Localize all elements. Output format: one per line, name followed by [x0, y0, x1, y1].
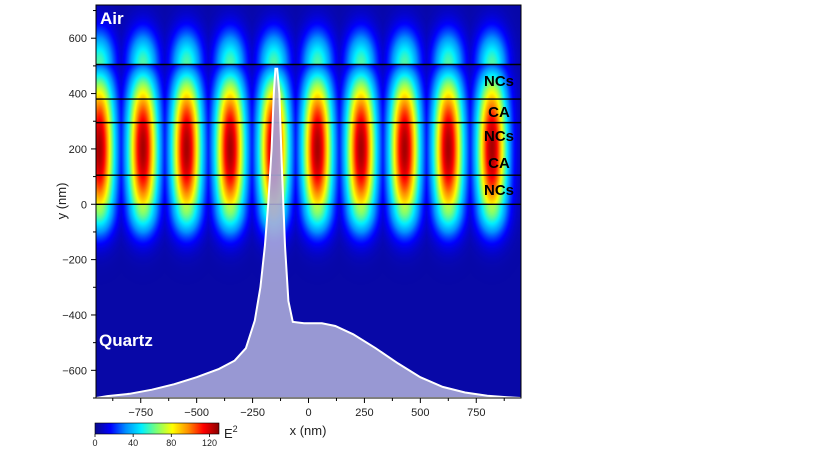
colorbar-tick-label: 0 — [92, 438, 97, 448]
colorbar: 0 40 80 120 E2 — [92, 422, 238, 448]
colorbar-bar — [94, 422, 220, 435]
layer-labels: NCs CA NCs CA NCs — [484, 73, 514, 199]
region-label-air: Air — [100, 9, 124, 28]
y-tick-label: −200 — [62, 255, 87, 267]
x-tick-label: 750 — [467, 407, 485, 419]
layer-label: NCs — [484, 182, 514, 199]
plot-area — [96, 5, 521, 398]
layer-boundaries — [96, 63, 521, 205]
x-tick-label: −500 — [184, 407, 209, 419]
colorbar-title: E2 — [224, 424, 238, 441]
y-tick-label: 400 — [69, 89, 87, 101]
x-tick-label: −750 — [128, 407, 153, 419]
layer-label: NCs — [484, 73, 514, 90]
field-profile-area — [96, 67, 521, 398]
y-tick-label: 600 — [69, 33, 87, 45]
x-tick-label: 0 — [305, 407, 311, 419]
layer-label: CA — [488, 104, 510, 121]
colorbar-tick-label: 120 — [202, 438, 217, 448]
layer-label: CA — [488, 155, 510, 172]
y-tick-label: −400 — [62, 310, 87, 322]
colorbar-title-base: E — [224, 426, 233, 441]
x-tick-label: −250 — [240, 407, 265, 419]
y-tick-label: 0 — [81, 199, 87, 211]
colorbar-ticks: 0 40 80 120 — [92, 434, 217, 448]
x-axis: −750 −500 −250 0 250 500 750 — [112, 398, 505, 419]
x-tick-label: 250 — [355, 407, 373, 419]
y-tick-label: −600 — [62, 365, 87, 377]
y-tick-label: 200 — [69, 144, 87, 156]
layer-label: NCs — [484, 128, 514, 145]
colorbar-tick-label: 40 — [128, 438, 138, 448]
colorbar-title-sup: 2 — [233, 424, 238, 434]
x-tick-label: 500 — [411, 407, 429, 419]
y-axis-title: y (nm) — [54, 183, 69, 220]
y-axis: −600 −400 −200 0 200 400 600 — [62, 10, 96, 399]
x-axis-title: x (nm) — [290, 423, 327, 438]
region-label-quartz: Quartz — [99, 331, 153, 350]
colorbar-tick-label: 80 — [166, 438, 176, 448]
